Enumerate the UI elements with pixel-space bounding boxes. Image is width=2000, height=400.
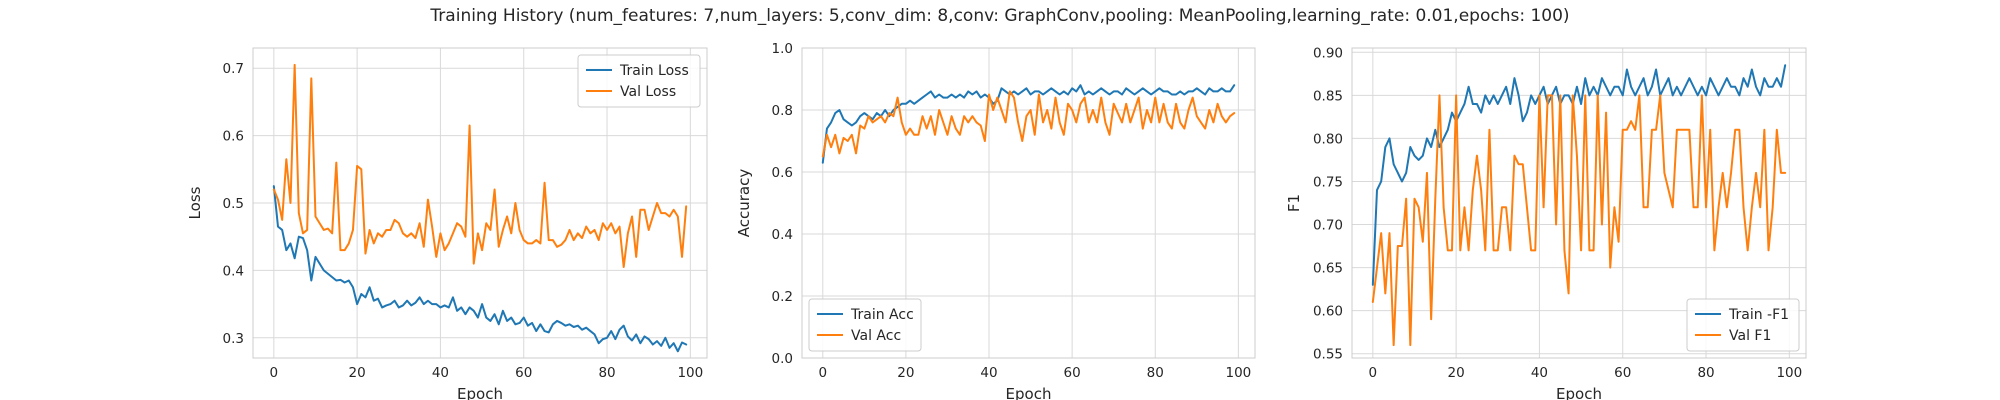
- series-line-train: [821, 84, 1236, 164]
- series-line-val: [272, 63, 688, 269]
- legend-box: [577, 54, 701, 108]
- x-axis-label: Epoch: [1556, 385, 1602, 400]
- x-tick-label: 20: [1448, 365, 1465, 381]
- plot-frame: [252, 47, 708, 359]
- legend-entry: Val Acc: [851, 328, 901, 344]
- y-tick-label: 0.8: [772, 103, 793, 119]
- x-tick-label: 0: [270, 365, 279, 381]
- y-tick-label: 0.55: [1313, 347, 1343, 363]
- series-line-val: [821, 90, 1236, 158]
- y-tick-label: 0.3: [223, 331, 244, 347]
- x-axis-label: Epoch: [457, 385, 503, 400]
- x-tick-label: 20: [349, 365, 366, 381]
- legend-entry: Val F1: [1729, 328, 1771, 344]
- series-line-train: [272, 185, 688, 353]
- x-tick-label: 80: [1147, 365, 1164, 381]
- y-tick-label: 0.65: [1313, 261, 1343, 277]
- x-tick-label: 0: [1369, 365, 1378, 381]
- y-tick-label: 0.4: [772, 227, 793, 243]
- y-tick-label: 0.70: [1313, 218, 1343, 234]
- y-tick-label: 0.2: [772, 289, 793, 305]
- x-tick-label: 100: [1776, 365, 1802, 381]
- legend: Train Acc Val Acc: [808, 298, 922, 352]
- x-tick-label: 40: [1531, 365, 1548, 381]
- x-tick-label: 60: [1614, 365, 1631, 381]
- plot-frame: [1351, 47, 1807, 359]
- legend-entry: Val Loss: [620, 84, 676, 100]
- legend-entry: Train Acc: [850, 307, 914, 323]
- y-tick-label: 0.7: [223, 61, 244, 77]
- y-tick-label: 0.6: [223, 129, 244, 145]
- y-tick-label: 0.80: [1313, 131, 1343, 147]
- x-tick-label: 80: [1697, 365, 1714, 381]
- y-axis-label: Loss: [186, 186, 204, 219]
- x-tick-label: 0: [818, 365, 827, 381]
- y-tick-label: 0.5: [223, 196, 244, 212]
- legend-box: [1686, 298, 1800, 352]
- legend-box: [808, 298, 922, 352]
- y-tick-label: 1.0: [772, 41, 793, 57]
- y-tick-label: 0.6: [772, 165, 793, 181]
- x-tick-label: 80: [598, 365, 615, 381]
- y-axis-label: Accuracy: [735, 169, 753, 238]
- figure-title: Training History (num_features: 7,num_la…: [429, 6, 1569, 26]
- y-tick-label: 0.90: [1313, 45, 1343, 61]
- legend-entry: Train Loss: [619, 63, 689, 79]
- y-tick-label: 0.75: [1313, 174, 1343, 190]
- y-tick-label: 0.85: [1313, 88, 1343, 104]
- plot-frame: [801, 47, 1256, 359]
- legend: Train Loss Val Loss: [577, 54, 701, 108]
- x-tick-label: 60: [1064, 365, 1081, 381]
- accuracy-chart: 0 20 40 60 80 100 0.0 0.2 0.4 0.6 0.8 1.0 Epoch Accur…: [735, 41, 1256, 400]
- y-tick-label: 0.0: [772, 351, 793, 367]
- x-axis-label: Epoch: [1006, 385, 1052, 400]
- x-tick-label: 40: [980, 365, 997, 381]
- f1-chart: 0 20 40 60 80 100 0.55 0.60 0.65 0.70 0.75 0.80 0.85…: [1285, 45, 1807, 400]
- x-tick-label: 60: [515, 365, 532, 381]
- x-tick-label: 40: [432, 365, 449, 381]
- x-tick-label: 100: [677, 365, 703, 381]
- y-tick-label: 0.60: [1313, 304, 1343, 320]
- loss-chart: 0 20 40 60 80 100 0.3 0.4 0.5 0.6 0.7 Epoch Loss Trai…: [186, 47, 708, 400]
- y-tick-label: 0.4: [223, 263, 244, 279]
- y-axis-label: F1: [1285, 194, 1303, 212]
- x-tick-label: 20: [897, 365, 914, 381]
- x-tick-label: 100: [1225, 365, 1251, 381]
- series-line-val: [1371, 94, 1787, 347]
- legend-entry: Train -F1: [1728, 307, 1789, 323]
- legend: Train -F1 Val F1: [1686, 298, 1800, 352]
